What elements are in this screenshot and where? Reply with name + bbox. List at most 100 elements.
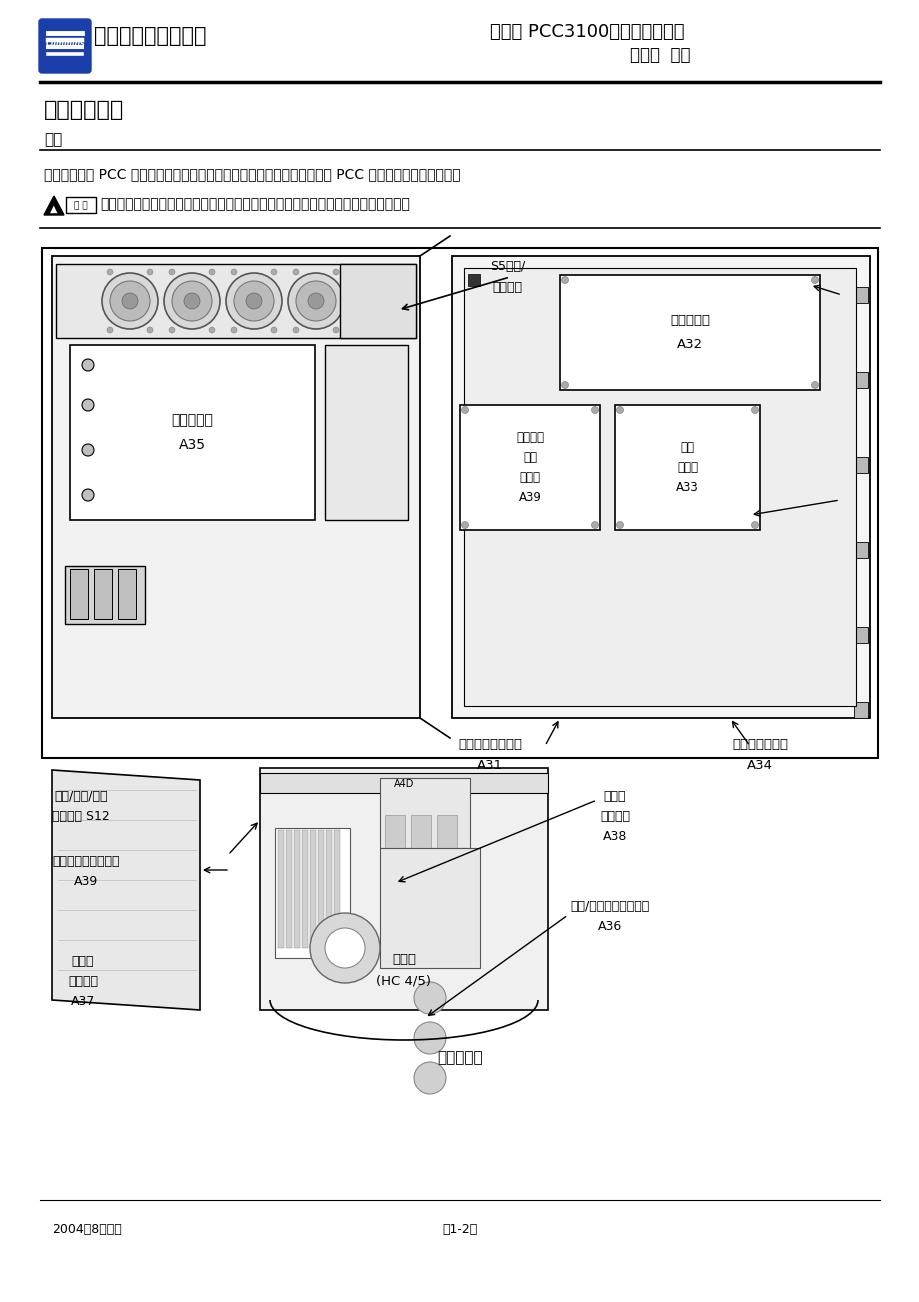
- Circle shape: [164, 273, 220, 329]
- Bar: [301, 829, 308, 948]
- Text: 附件箱
(HC 4/5): 附件箱 (HC 4/5): [376, 953, 431, 987]
- Circle shape: [233, 281, 274, 322]
- Circle shape: [82, 398, 94, 411]
- Text: 第1-2页: 第1-2页: [442, 1223, 477, 1236]
- Circle shape: [591, 522, 598, 529]
- Text: 概述: 概述: [44, 132, 62, 147]
- Circle shape: [461, 522, 468, 529]
- Circle shape: [82, 359, 94, 371]
- Bar: [310, 829, 315, 948]
- Circle shape: [102, 273, 158, 329]
- Bar: [70, 345, 314, 519]
- Bar: [560, 275, 819, 391]
- Circle shape: [292, 327, 299, 333]
- Circle shape: [616, 522, 623, 529]
- Text: 2004年8月修订: 2004年8月修订: [52, 1223, 121, 1236]
- Circle shape: [333, 327, 338, 333]
- Bar: [384, 815, 404, 863]
- Text: 运行/停机/自动
选择开关 S12: 运行/停机/自动 选择开关 S12: [52, 790, 109, 823]
- Circle shape: [461, 406, 468, 414]
- Text: 静电放电将损坏电路板，当接触电路板或接插晶片时，请预先戴好手腕型接地环带。: 静电放电将损坏电路板，当接触电路板或接插晶片时，请预先戴好手腕型接地环带。: [100, 197, 410, 211]
- Circle shape: [147, 327, 153, 333]
- Text: A4D: A4D: [393, 779, 414, 789]
- Circle shape: [231, 327, 237, 333]
- Bar: [65, 566, 145, 624]
- Circle shape: [271, 270, 277, 275]
- Bar: [614, 405, 759, 530]
- Circle shape: [107, 327, 113, 333]
- Circle shape: [324, 928, 365, 967]
- Circle shape: [147, 270, 153, 275]
- Bar: [853, 702, 867, 717]
- Circle shape: [751, 406, 757, 414]
- Circle shape: [271, 327, 277, 333]
- Bar: [94, 569, 112, 618]
- Text: 万世祥  编辑: 万世祥 编辑: [630, 46, 690, 64]
- Text: 发动机界面电路板
A31: 发动机界面电路板 A31: [458, 738, 521, 772]
- Polygon shape: [52, 769, 199, 1010]
- Bar: [451, 256, 869, 717]
- Text: 调压器
输出模块
A37: 调压器 输出模块 A37: [68, 954, 98, 1008]
- Circle shape: [811, 276, 818, 284]
- Text: 调速器
输出模块
A38: 调速器 输出模块 A38: [599, 790, 630, 842]
- Text: 电压/电流互感器电路板
A36: 电压/电流互感器电路板 A36: [570, 900, 649, 934]
- Bar: [853, 372, 867, 388]
- Circle shape: [122, 293, 138, 309]
- Circle shape: [414, 1022, 446, 1055]
- Circle shape: [231, 270, 237, 275]
- Circle shape: [110, 281, 150, 322]
- Bar: [42, 247, 877, 758]
- Circle shape: [308, 293, 323, 309]
- Bar: [437, 815, 457, 863]
- Circle shape: [209, 327, 215, 333]
- Bar: [286, 829, 291, 948]
- Text: 电路板和模块: 电路板和模块: [44, 100, 124, 120]
- FancyBboxPatch shape: [39, 20, 91, 73]
- Text: ▲: ▲: [51, 204, 58, 214]
- Text: S5接电/
备用开关: S5接电/ 备用开关: [490, 260, 525, 294]
- Bar: [66, 197, 96, 214]
- Circle shape: [82, 490, 94, 501]
- Bar: [460, 405, 599, 530]
- Text: 注 意: 注 意: [74, 202, 87, 211]
- Bar: [118, 569, 136, 618]
- Circle shape: [414, 982, 446, 1014]
- Bar: [380, 779, 470, 848]
- Text: Cummins: Cummins: [45, 39, 85, 48]
- Circle shape: [172, 281, 211, 322]
- Circle shape: [209, 270, 215, 275]
- Circle shape: [591, 406, 598, 414]
- Circle shape: [245, 293, 262, 309]
- Bar: [411, 815, 430, 863]
- Circle shape: [288, 273, 344, 329]
- Circle shape: [310, 913, 380, 983]
- Bar: [294, 829, 300, 948]
- Circle shape: [296, 281, 335, 322]
- Text: 模拟
电路板
A33: 模拟 电路板 A33: [675, 441, 698, 493]
- Text: 显示电路板
A35: 显示电路板 A35: [171, 413, 213, 452]
- Bar: [853, 628, 867, 643]
- Bar: [278, 829, 284, 948]
- Text: 用户界面电路板
A34: 用户界面电路板 A34: [732, 738, 788, 772]
- Text: 以下叙述有关 PCC 控制盘和附件箱内的电路板与模块的功能方框图显示了 PCC 系统的内部和外部部件。: 以下叙述有关 PCC 控制盘和附件箱内的电路板与模块的功能方框图显示了 PCC …: [44, 167, 460, 181]
- Bar: [260, 768, 548, 1010]
- Circle shape: [616, 406, 623, 414]
- Bar: [56, 264, 415, 339]
- Circle shape: [107, 270, 113, 275]
- Bar: [334, 829, 340, 948]
- Bar: [853, 286, 867, 303]
- Bar: [52, 256, 420, 717]
- Circle shape: [414, 1062, 446, 1094]
- Circle shape: [82, 444, 94, 456]
- Bar: [380, 848, 480, 967]
- Text: 电路板位置: 电路板位置: [437, 1049, 482, 1065]
- Circle shape: [811, 381, 818, 388]
- Bar: [318, 829, 323, 948]
- Bar: [70, 569, 88, 618]
- Bar: [325, 829, 332, 948]
- Circle shape: [169, 327, 175, 333]
- Text: 母排电压互感器模块
A39: 母排电压互感器模块 A39: [52, 855, 119, 888]
- Bar: [853, 542, 867, 559]
- Bar: [463, 268, 855, 706]
- Text: 数字电路板
A32: 数字电路板 A32: [669, 315, 709, 350]
